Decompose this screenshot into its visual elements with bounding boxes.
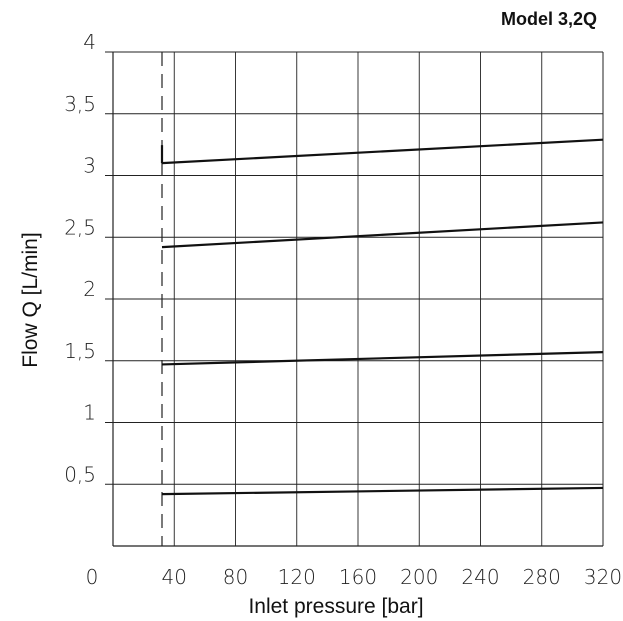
x-axis-title: Inlet pressure [bar] xyxy=(248,595,423,618)
grid xyxy=(105,51,604,547)
x-tick-label: 80 xyxy=(223,565,248,589)
y-tick-label: 2 xyxy=(83,277,96,301)
series-line-1 xyxy=(161,486,604,496)
y-tick-label: 1,5 xyxy=(64,339,96,363)
x-tick-label: 160 xyxy=(339,565,377,589)
y-tick-label: 2,5 xyxy=(64,215,96,239)
x-tick-label: 40 xyxy=(162,565,187,589)
series-line-4 xyxy=(161,138,604,165)
series-line-3 xyxy=(161,221,604,249)
y-tick-labels: 0,5 1 1,5 2 2,5 3 3,5 4 xyxy=(64,30,96,486)
x-tick-labels: 0 40 80 120 160 200 240 280 320 xyxy=(86,565,622,589)
x-tick-label: 120 xyxy=(278,565,316,589)
x-tick-label: 280 xyxy=(523,565,561,589)
y-tick-label: 0,5 xyxy=(64,462,96,486)
y-tick-label: 3,5 xyxy=(64,92,96,116)
x-tick-label: 200 xyxy=(400,565,438,589)
y-tick-label: 3 xyxy=(83,154,96,178)
x-tick-label: 0 xyxy=(86,565,99,589)
series-group xyxy=(160,138,604,496)
y-tick-label: 4 xyxy=(83,30,96,54)
chart-title: Model 3,2Q xyxy=(501,9,597,29)
y-axis-title: Flow Q [L/min] xyxy=(19,232,42,367)
series-line-2 xyxy=(161,351,604,366)
y-tick-label: 1 xyxy=(83,401,96,425)
x-tick-label: 240 xyxy=(461,565,499,589)
x-tick-label: 320 xyxy=(584,565,622,589)
